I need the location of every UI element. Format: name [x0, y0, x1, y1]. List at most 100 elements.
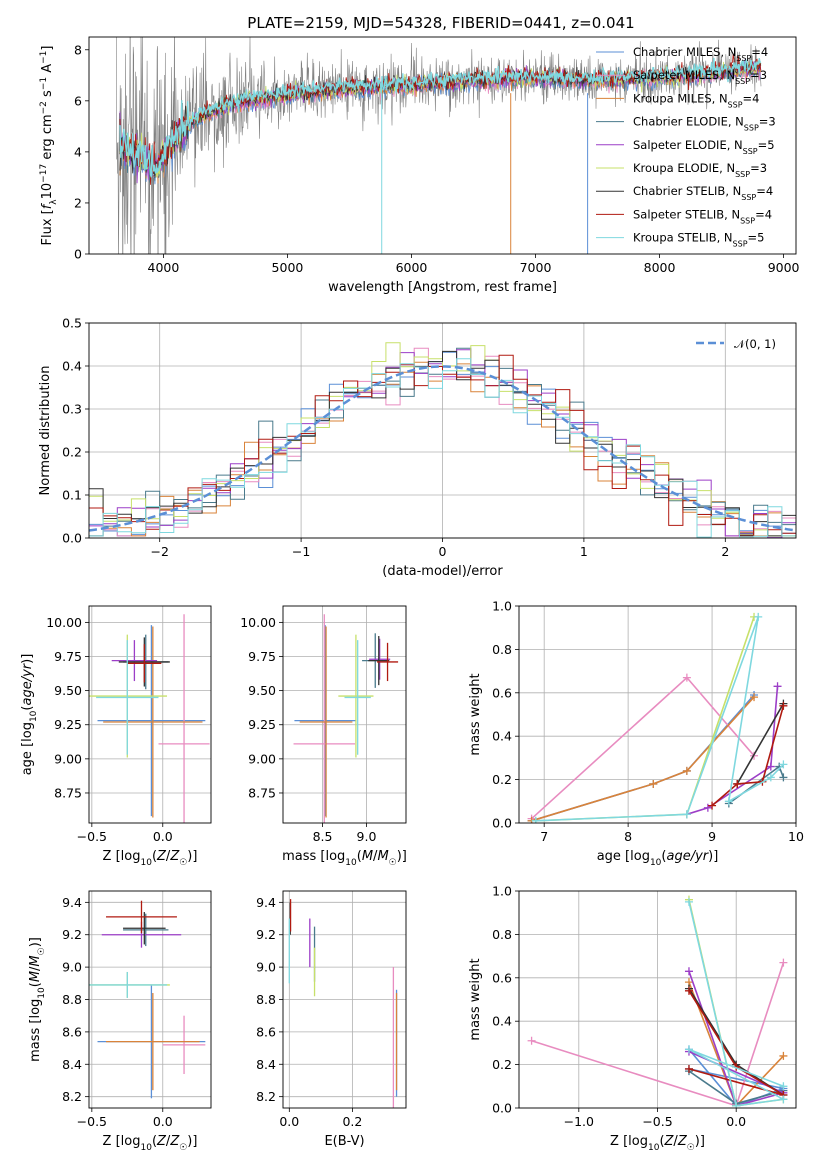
y-tick-label: 8.6 [256, 1024, 276, 1039]
y-tick-label: 0.5 [62, 316, 82, 331]
legend-label: Kroupa MILES, NSSP=4 [633, 91, 759, 109]
x-tick-label: 0 [439, 544, 447, 559]
legend-label: Chabrier STELIB, NSSP=4 [633, 184, 773, 202]
y-tick-label: 9.50 [54, 683, 82, 698]
x-tick-label: 1 [580, 544, 588, 559]
plot-area-residuals [89, 342, 796, 538]
x-axis-label: E(B-V) [324, 1134, 364, 1149]
y-tick-label: 9.00 [54, 751, 82, 766]
plot-area-mass-vs-z [89, 900, 206, 1099]
x-axis-label: wavelength [Angstrom, rest frame] [328, 280, 557, 295]
weight-line [688, 971, 786, 1107]
weight-marker [779, 958, 788, 967]
legend-label: Salpeter ELODIE, NSSP=5 [633, 138, 775, 156]
y-tick-label: 0.4 [62, 359, 82, 374]
weight-marker [766, 773, 775, 782]
weight-marker [708, 801, 717, 810]
y-axis-label: Flux [fλ10−17 erg cm−2 s−1 A−1] [39, 46, 59, 246]
y-axis-label: mass [log10(M/M☉)] [28, 937, 47, 1062]
x-tick-label: 0.0 [153, 829, 173, 844]
axes-frame [88, 322, 797, 539]
weight-line [686, 686, 779, 816]
y-tick-label: 9.75 [54, 649, 82, 664]
y-tick-label: 0.0 [492, 1101, 512, 1116]
y-tick-label: 8.4 [256, 1057, 276, 1072]
x-tick-label: −1 [292, 544, 310, 559]
x-tick-label: 0.0 [279, 1114, 299, 1129]
legend-label: Chabrier MILES, NSSP=4 [633, 45, 768, 63]
y-tick-label: 9.2 [256, 927, 276, 942]
y-tick-label: 9.00 [248, 751, 276, 766]
y-tick-label: 9.25 [54, 717, 82, 732]
weight-marker [779, 701, 788, 710]
x-axis-label: mass [log10(M/M☉)] [282, 849, 407, 868]
legend-label: Kroupa ELODIE, NSSP=3 [633, 161, 767, 179]
y-tick-label: 9.4 [62, 895, 82, 910]
weight-marker [773, 682, 782, 691]
x-tick-label: 8 [624, 829, 632, 844]
y-tick-label: 1.0 [492, 599, 512, 614]
weight-marker [684, 967, 693, 976]
y-tick-label: 0.3 [62, 402, 82, 417]
gaussian-curve [89, 365, 794, 532]
y-tick-label: 0.2 [492, 772, 512, 787]
weight-marker [684, 1045, 693, 1054]
legend-label: Salpeter STELIB, NSSP=4 [633, 207, 772, 225]
y-axis-label: mass weight [468, 673, 483, 755]
plot-area-age-vs-z [89, 614, 210, 823]
axes-frame [88, 890, 212, 1109]
weight-marker [779, 773, 788, 782]
x-tick-label: −1.0 [564, 1114, 594, 1129]
model-spectrum-line [119, 57, 762, 178]
residual-histogram [89, 358, 796, 538]
y-tick-label: 0.2 [492, 1057, 512, 1072]
legend-label: Chabrier ELODIE, NSSP=3 [633, 115, 776, 133]
x-tick-label: −0.5 [77, 1114, 107, 1129]
y-axis-label: age [log10(age/yr)] [20, 654, 39, 776]
residual-histogram [89, 350, 796, 537]
axes-frame [518, 605, 797, 824]
weight-marker [766, 762, 775, 771]
y-tick-label: 8.8 [256, 992, 276, 1007]
y-tick-label: 8.4 [62, 1057, 82, 1072]
x-axis-label: (data-model)/error [382, 564, 503, 579]
x-axis-label: Z [log10(Z/Z☉)] [103, 849, 198, 868]
weight-marker [684, 986, 693, 995]
x-tick-label: 8.5 [313, 829, 333, 844]
axes-age-vs-z: −0.5 0.0 8.75 9.00 9.25 9.50 9.75 10.00 Z [log10… [20, 605, 212, 868]
weight-marker [703, 803, 712, 812]
x-tick-label: 9.0 [357, 829, 377, 844]
y-tick-label: 8 [74, 42, 82, 57]
y-tick-label: 9.25 [248, 717, 276, 732]
x-tick-label: 10 [788, 829, 804, 844]
axes-frame [518, 890, 797, 1109]
plots-container: 4000 5000 6000 7000 8000 9000 0 2 4 6 8 wavelength … [20, 36, 804, 1153]
y-tick-label: 0.4 [492, 729, 512, 744]
plot-area-mass-vs-ebv [288, 899, 398, 1108]
axes-weight-vs-z: −1.0 −0.5 0.0 0.0 0.2 0.4 0.6 0.8 1.0 Z [log10(Z/… [468, 884, 797, 1153]
weight-marker [779, 1051, 788, 1060]
y-tick-label: 9.4 [256, 895, 276, 910]
y-tick-label: 8.2 [256, 1089, 276, 1104]
y-axis-label: mass weight [468, 958, 483, 1040]
x-tick-label: 5000 [272, 260, 304, 275]
x-tick-label: 4000 [148, 260, 180, 275]
x-tick-label: 2 [721, 544, 729, 559]
y-tick-label: 8.2 [62, 1089, 82, 1104]
x-tick-label: 7 [540, 829, 548, 844]
x-axis-label: age [log10(age/yr)] [597, 849, 719, 868]
y-tick-label: 9.0 [256, 960, 276, 975]
weight-marker [779, 1095, 788, 1104]
x-tick-label: −0.5 [77, 829, 107, 844]
x-tick-label: −0.5 [642, 1114, 672, 1129]
x-axis-label: Z [log10(Z/Z☉)] [103, 1134, 198, 1153]
weight-marker [531, 816, 540, 823]
x-tick-label: 0.0 [153, 1114, 173, 1129]
weight-line [711, 705, 785, 807]
x-tick-label: −2 [150, 544, 168, 559]
x-tick-label: 8000 [644, 260, 676, 275]
x-axis-label: Z [log10(Z/Z☉)] [610, 1134, 705, 1153]
y-tick-label: 0.1 [62, 488, 82, 503]
weight-marker [724, 797, 733, 806]
weight-marker [649, 779, 658, 788]
